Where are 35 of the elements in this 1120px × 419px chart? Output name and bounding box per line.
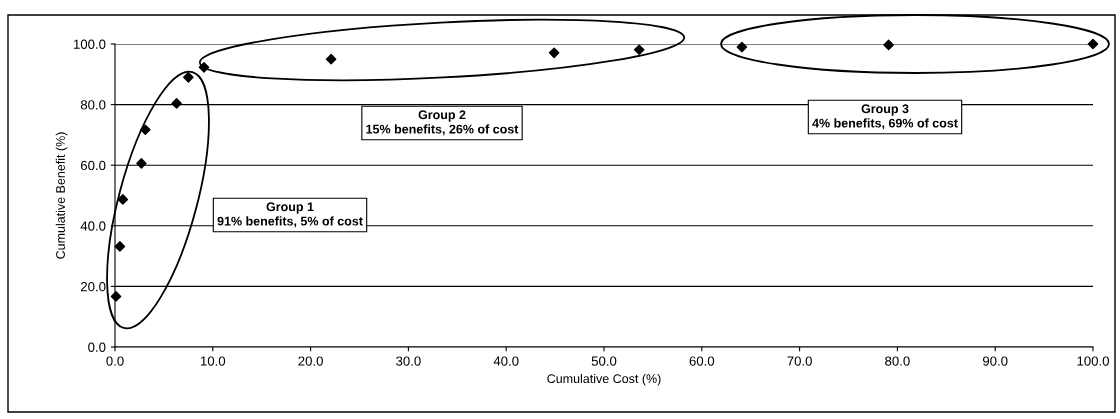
annotation: Group 2 15% benefits, 26% of cost: [366, 110, 519, 136]
y-tick-label: 100.0: [73, 39, 106, 49]
point: [183, 72, 194, 83]
x-tick-label: 10.0: [200, 356, 226, 366]
point: [136, 158, 147, 169]
point: [114, 241, 126, 252]
y-tick-label: 80.0: [80, 100, 106, 110]
point: [140, 124, 151, 136]
x-tick-label: 70.0: [787, 356, 812, 366]
x-axis-title: Cumulative Cost (%): [547, 373, 661, 386]
point: [325, 53, 337, 65]
point: [1087, 38, 1099, 50]
x-tick-label: 100.0: [1077, 356, 1109, 366]
point: [548, 47, 560, 59]
point: [110, 291, 122, 302]
x-tick-label: 90.0: [982, 356, 1008, 366]
y-tick-label: 20.0: [80, 281, 106, 292]
y-axis-title: Cumulative Benefit (%): [55, 132, 68, 259]
annotation: Group 3 4% benefits, 69% of cost: [812, 104, 958, 130]
x-tick-label: 50.0: [591, 356, 617, 366]
x-tick-label: 80.0: [885, 356, 910, 366]
point: [633, 44, 645, 56]
x-tick-label: 60.0: [689, 356, 715, 366]
y-tick-label: 60.0: [80, 160, 106, 171]
x-tick-label: 0.0: [106, 356, 124, 366]
x-tick-label: 30.0: [396, 356, 421, 366]
point: [117, 194, 129, 205]
y-tick-label: 40.0: [80, 221, 106, 231]
annotation: Group 1 91% benefits, 5% of cost: [217, 202, 363, 228]
y-tick-label: 0.0: [88, 342, 106, 352]
point: [736, 41, 748, 53]
x-tick-label: 40.0: [493, 356, 519, 366]
x-tick-label: 20.0: [298, 356, 323, 366]
point: [883, 39, 894, 51]
point: [171, 98, 182, 109]
